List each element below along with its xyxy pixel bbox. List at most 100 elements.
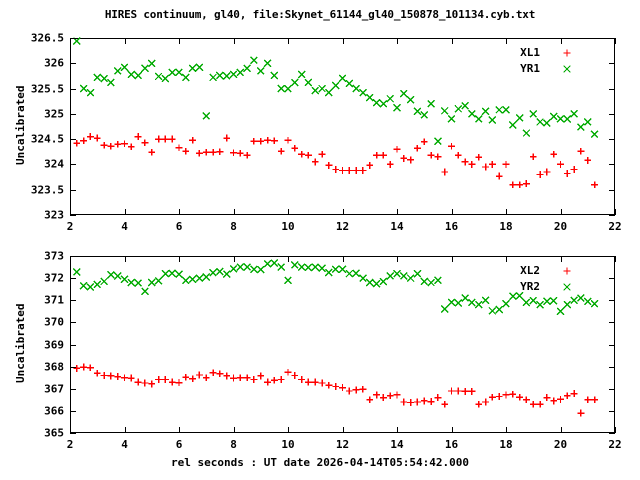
y-axis-tick bbox=[609, 164, 615, 166]
x-axis-tick-label: 22 bbox=[608, 438, 622, 451]
legend-label-xl1: XL1 bbox=[520, 46, 540, 59]
x-axis-tick-label: 2 bbox=[66, 438, 74, 451]
x-axis-tick-label: 18 bbox=[499, 220, 513, 233]
legend-marker-yr1 bbox=[563, 65, 571, 73]
legend-label-yr2: YR2 bbox=[520, 280, 540, 293]
x-axis-tick bbox=[342, 427, 344, 433]
y-axis-tick bbox=[609, 322, 615, 324]
y-axis-tick bbox=[70, 344, 76, 346]
y-axis-tick bbox=[609, 388, 615, 390]
x-axis-tick bbox=[560, 209, 562, 215]
legend-label-yr1: YR1 bbox=[520, 62, 540, 75]
x-axis-tick-label: 6 bbox=[175, 220, 183, 233]
y-axis-tick-label: 371 bbox=[44, 293, 64, 307]
x-axis-tick-label: 8 bbox=[230, 438, 237, 451]
x-axis-tick bbox=[124, 427, 126, 433]
y-axis-tick bbox=[609, 278, 615, 280]
x-axis-tick bbox=[560, 38, 562, 44]
y-axis-tick-label: 365 bbox=[44, 426, 64, 440]
y-axis-tick bbox=[70, 139, 76, 141]
x-axis-tick-label: 22 bbox=[608, 220, 622, 233]
y-axis-tick bbox=[70, 256, 76, 257]
x-axis-tick bbox=[233, 38, 235, 44]
x-axis-tick-label: 8 bbox=[230, 220, 237, 233]
y-axis-tick-label: 367 bbox=[44, 382, 64, 396]
y-axis-tick bbox=[70, 38, 76, 39]
x-axis-tick bbox=[397, 38, 398, 44]
x-axis-tick-label: 2 bbox=[66, 220, 74, 233]
y-axis-tick-label: 325.5 bbox=[30, 82, 64, 96]
x-axis-tick bbox=[342, 256, 344, 262]
x-axis-tick bbox=[233, 256, 235, 262]
x-axis-tick-label: 18 bbox=[499, 438, 513, 451]
x-axis-tick bbox=[70, 427, 71, 433]
x-axis-tick bbox=[179, 209, 180, 215]
y-axis-tick bbox=[70, 388, 76, 390]
y-axis-tick-label: 368 bbox=[44, 360, 64, 374]
x-axis-tick-label: 16 bbox=[444, 220, 459, 233]
y-axis-tick-label: 366 bbox=[44, 404, 64, 418]
x-axis-tick bbox=[615, 38, 616, 44]
y-axis-tick bbox=[609, 366, 615, 368]
x-axis-tick bbox=[342, 38, 344, 44]
x-axis-tick bbox=[70, 209, 71, 215]
x-axis-tick-label: 10 bbox=[281, 220, 295, 233]
y-axis-tick-label: 323.5 bbox=[30, 183, 64, 197]
x-axis-tick bbox=[342, 209, 344, 215]
x-axis-tick bbox=[397, 209, 398, 215]
x-axis-tick-label: 14 bbox=[390, 438, 404, 451]
legend-marker-xl1 bbox=[563, 49, 571, 57]
y-axis-tick bbox=[609, 189, 615, 191]
y-axis-tick bbox=[609, 63, 615, 65]
x-axis-tick-label: 4 bbox=[121, 220, 128, 233]
x-axis-tick bbox=[288, 209, 289, 215]
y-axis-tick bbox=[609, 433, 615, 434]
y-axis-tick bbox=[609, 256, 615, 257]
x-axis-tick bbox=[397, 427, 398, 433]
x-axis-tick bbox=[451, 256, 453, 262]
y-axis-tick-label: 369 bbox=[44, 338, 64, 351]
x-axis-tick-label: 12 bbox=[335, 220, 350, 233]
y-axis-tick bbox=[70, 113, 76, 115]
y-axis-tick bbox=[70, 164, 76, 166]
y-axis-tick bbox=[70, 189, 76, 191]
page-title: HIRES continuum, gl40, file:Skynet_61144… bbox=[104, 8, 536, 21]
y-axis-tick bbox=[70, 215, 76, 216]
y-axis-tick bbox=[609, 113, 615, 115]
x-axis-tick bbox=[560, 256, 562, 262]
x-axis-tick bbox=[179, 38, 180, 44]
y-axis-tick bbox=[70, 88, 76, 90]
x-axis-tick-label: 16 bbox=[444, 438, 459, 451]
y-axis-tick bbox=[609, 215, 615, 216]
x-axis-tick bbox=[124, 256, 126, 262]
x-axis-tick bbox=[288, 38, 289, 44]
y-axis-tick bbox=[609, 410, 615, 412]
x-axis-tick bbox=[397, 256, 398, 262]
x-axis-tick bbox=[615, 209, 616, 215]
x-axis-tick bbox=[451, 427, 453, 433]
x-axis-tick-label: 14 bbox=[390, 220, 404, 233]
y-axis-tick bbox=[70, 278, 76, 280]
x-axis-tick-label: 10 bbox=[281, 438, 295, 451]
x-axis-tick-label: 6 bbox=[175, 438, 183, 451]
x-axis-tick bbox=[233, 209, 235, 215]
x-axis-tick bbox=[288, 427, 289, 433]
x-axis-tick bbox=[124, 38, 126, 44]
legend-marker-xl2 bbox=[563, 267, 571, 275]
x-axis-tick bbox=[288, 256, 289, 262]
x-axis-tick bbox=[506, 256, 507, 262]
y-axis-tick-label: 325 bbox=[44, 107, 64, 121]
x-axis-tick-label: 20 bbox=[553, 438, 568, 451]
top-plot-frame bbox=[70, 38, 615, 215]
x-axis-tick bbox=[233, 427, 235, 433]
y-axis-tick bbox=[70, 433, 76, 434]
y-axis-tick-label: 323 bbox=[44, 208, 64, 222]
y-axis-tick bbox=[609, 300, 615, 302]
y-axis-tick-label: 324 bbox=[44, 157, 64, 171]
x-axis-tick bbox=[70, 256, 71, 262]
x-axis-tick bbox=[506, 427, 507, 433]
x-axis-tick bbox=[179, 256, 180, 262]
x-axis-tick bbox=[451, 209, 453, 215]
